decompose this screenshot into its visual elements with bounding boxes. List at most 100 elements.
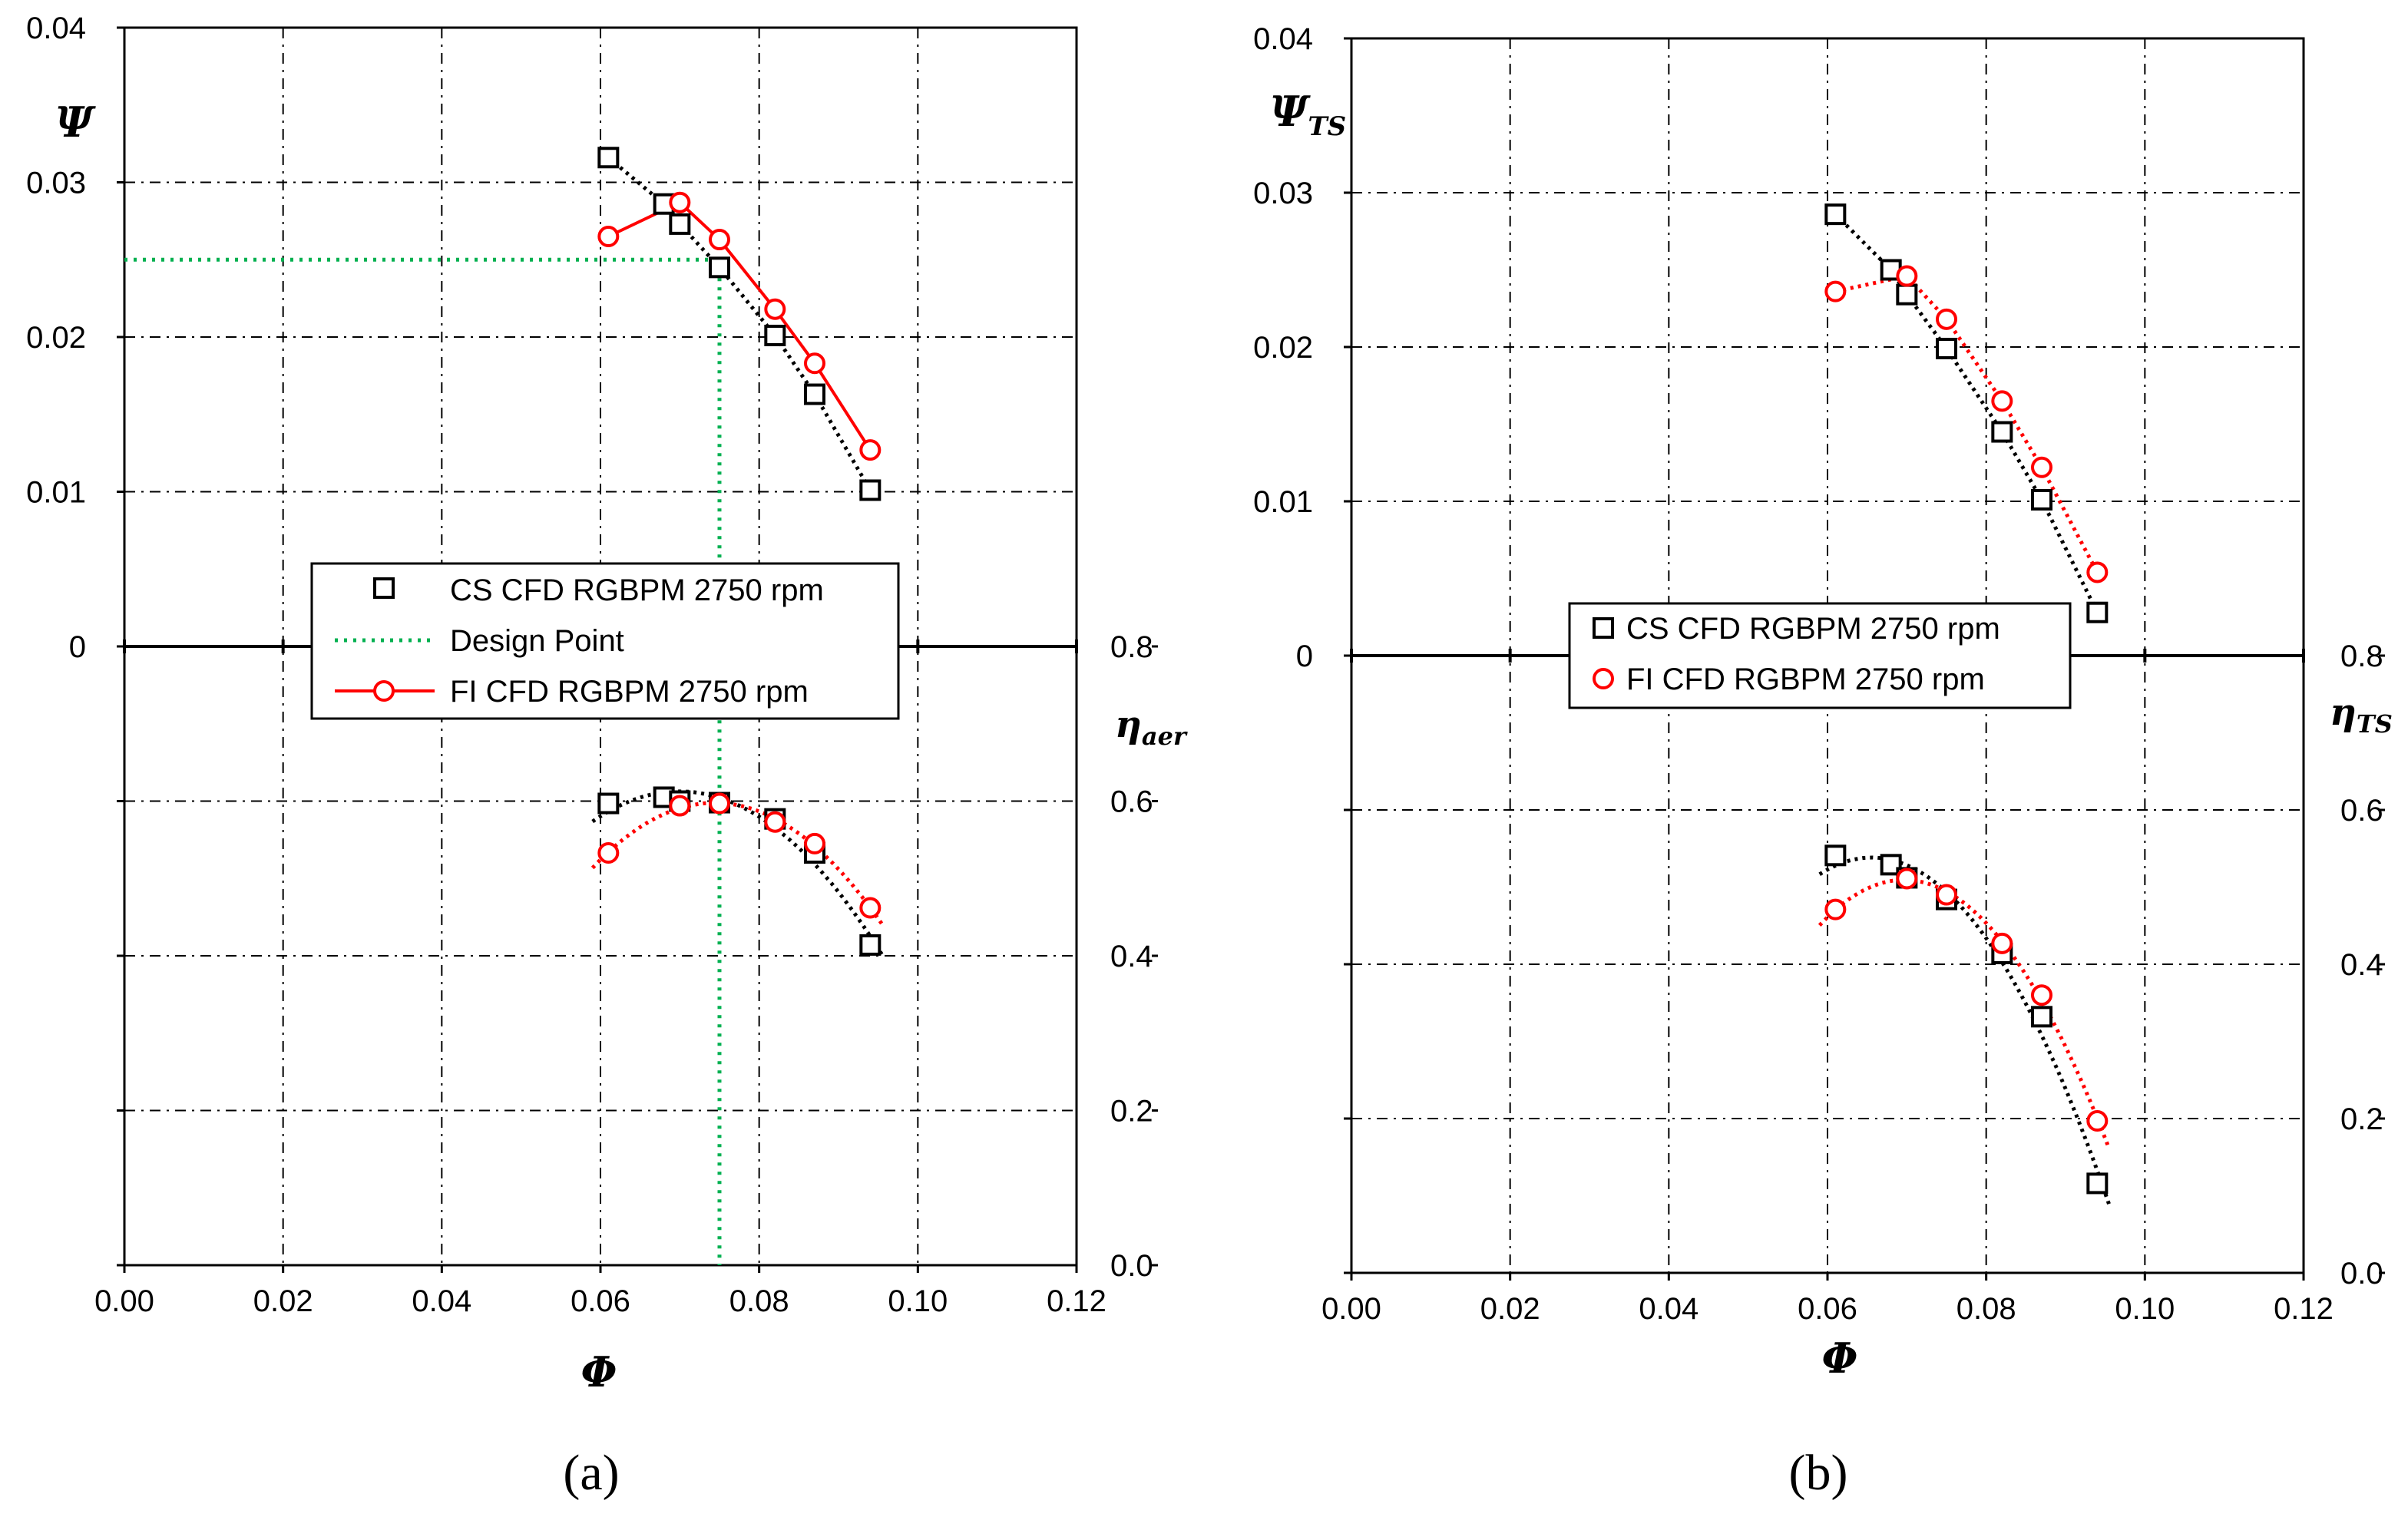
x-tick-label: 0.10 [888,1284,948,1318]
psi-point-fi [1824,280,1847,302]
eta-point-fi [1824,898,1847,920]
y2-tick-label: 0.0 [2340,1257,2383,1291]
psi-line-fi [607,200,872,451]
psi-point-fi [1991,390,2013,412]
psi-point-cs [709,256,730,279]
panel-label-a: (a) [563,1445,619,1501]
legend-marker-cs-a [373,577,395,599]
y2-tick-label: 0.8 [1110,630,1153,664]
psi-point-fi [2086,561,2109,583]
series-a [590,156,884,957]
legend-marker-cs-b [1593,617,1614,639]
eta-point-fi [764,811,786,833]
y2-tick-label: 0.2 [1110,1095,1153,1129]
eta-point-cs [2086,1172,2109,1195]
panel-label-b: (b) [1789,1445,1848,1501]
x-tick-label: 0.00 [94,1284,154,1318]
psi-point-fi [597,226,620,248]
psi-point-cs [859,479,882,501]
y2-tick-label: 0.6 [2340,794,2383,828]
eta-point-fi [2031,984,2052,1006]
eta-point-fi [859,897,882,919]
psi-point-cs [2086,601,2109,623]
y-tick-label: 0.03 [26,167,86,200]
eta-point-cs [859,934,882,956]
tick-labels-b: 0.00 0.02 0.04 0.06 0.08 0.10 0.12 0 0.01 0.02 0.0… [1253,22,2383,1326]
x-tick-label: 0.08 [729,1284,789,1318]
eta-trend-cs [1818,855,2112,1205]
y2-tick-label: 0.4 [1110,940,1153,973]
legend-box-b [1568,602,2072,709]
psi-point-fi [859,439,882,461]
legend-label-cs-a: CS CFD RGBPM 2750 rpm [450,573,824,607]
legend-label-cs-b: CS CFD RGBPM 2750 rpm [1626,612,2000,646]
x-tick-label: 0.06 [1798,1292,1857,1326]
y-tick-label: 0 [69,630,86,664]
y2-tick-label: 0.8 [2340,640,2383,673]
psi-point-cs [1936,338,1957,360]
tick-labels-a: 0.00 0.02 0.04 0.06 0.08 0.10 0.12 0 0.01 0.02 0.0… [26,12,1153,1318]
legend-marker-fi-b [1593,668,1614,689]
eta-point-fi [2086,1110,2109,1132]
x-tick-label: 0.02 [253,1284,313,1318]
x-tick-label: 0.02 [1480,1292,1540,1326]
y-tick-label: 0 [1296,640,1313,673]
y-tick-label: 0.01 [1253,485,1313,519]
legend-label-fi-a: FI CFD RGBPM 2750 rpm [450,675,809,709]
eta-point-fi [1991,932,2013,954]
psi-point-cs [669,213,691,235]
legend-marker-fi-a [373,680,395,702]
eta-point-cs [597,792,620,815]
x-tick-label: 0.10 [2115,1292,2175,1326]
psi-point-cs [597,147,620,169]
psi-point-cs [1824,203,1847,226]
legend-label-fi-b: FI CFD RGBPM 2750 rpm [1626,663,1985,696]
legend-a: CS CFD RGBPM 2750 rpm Design Point FI CF… [310,562,900,720]
x-axis-symbol-b: Φ [1821,1334,1857,1383]
y-tick-label: 0.04 [1253,22,1313,56]
eta-point-cs [1824,844,1847,867]
x-tick-label: 0.00 [1321,1292,1381,1326]
eta-point-fi [1896,868,1918,890]
y-axis-symbol-a: Ψ [55,97,96,147]
psi-trend-fi [1834,273,2099,573]
eta-point-cs [2031,1006,2052,1028]
legend-b: CS CFD RGBPM 2750 rpm FI CFD RGBPM 2750 … [1568,602,2072,709]
psi-point-fi [669,191,691,213]
y2-tick-label: 0.6 [1110,785,1153,819]
y2-tick-label: 0.4 [2340,948,2383,982]
eta-point-fi [669,795,691,817]
psi-trend-cs [1834,213,2099,613]
y-tick-label: 0.03 [1253,177,1313,210]
x-tick-label: 0.12 [1047,1284,1106,1318]
series-b [1818,213,2112,1205]
x-tick-label: 0.04 [412,1284,471,1318]
chart-panel-b: 0.00 0.02 0.04 0.06 0.08 0.10 0.12 0 0.01 0.02 0.0… [1253,22,2393,1501]
y-tick-label: 0.02 [26,321,86,355]
design-point-lines [124,257,722,1265]
eta-point-fi [709,792,730,815]
y2-tick-label: 0.2 [2340,1102,2383,1136]
psi-point-fi [804,352,825,375]
eta-trend-cs [591,789,884,957]
psi-point-cs [1991,421,2013,443]
psi-point-fi [764,298,786,320]
psi-trend-cs [607,156,872,491]
psi-point-fi [2031,456,2052,478]
psi-point-cs [2031,488,2052,511]
y-axis-symbol-b: ΨTS [1270,87,1346,142]
legend-label-design: Design Point [450,624,624,658]
y-tick-label: 0.01 [26,476,86,510]
y-tick-label: 0.04 [26,12,86,45]
psi-point-cs [804,383,825,405]
eta-point-fi [1936,884,1957,906]
y-tick-label: 0.02 [1253,331,1313,365]
eta-point-fi [804,832,825,854]
psi-point-fi [1896,265,1918,287]
eta-trend-fi [590,801,884,926]
x-tick-label: 0.04 [1639,1292,1698,1326]
chart-panel-a: 0.00 0.02 0.04 0.06 0.08 0.10 0.12 0 0.01 0.02 0.0… [26,12,1188,1501]
y2-tick-label: 0.0 [1110,1249,1153,1283]
eta-point-fi [597,842,620,864]
